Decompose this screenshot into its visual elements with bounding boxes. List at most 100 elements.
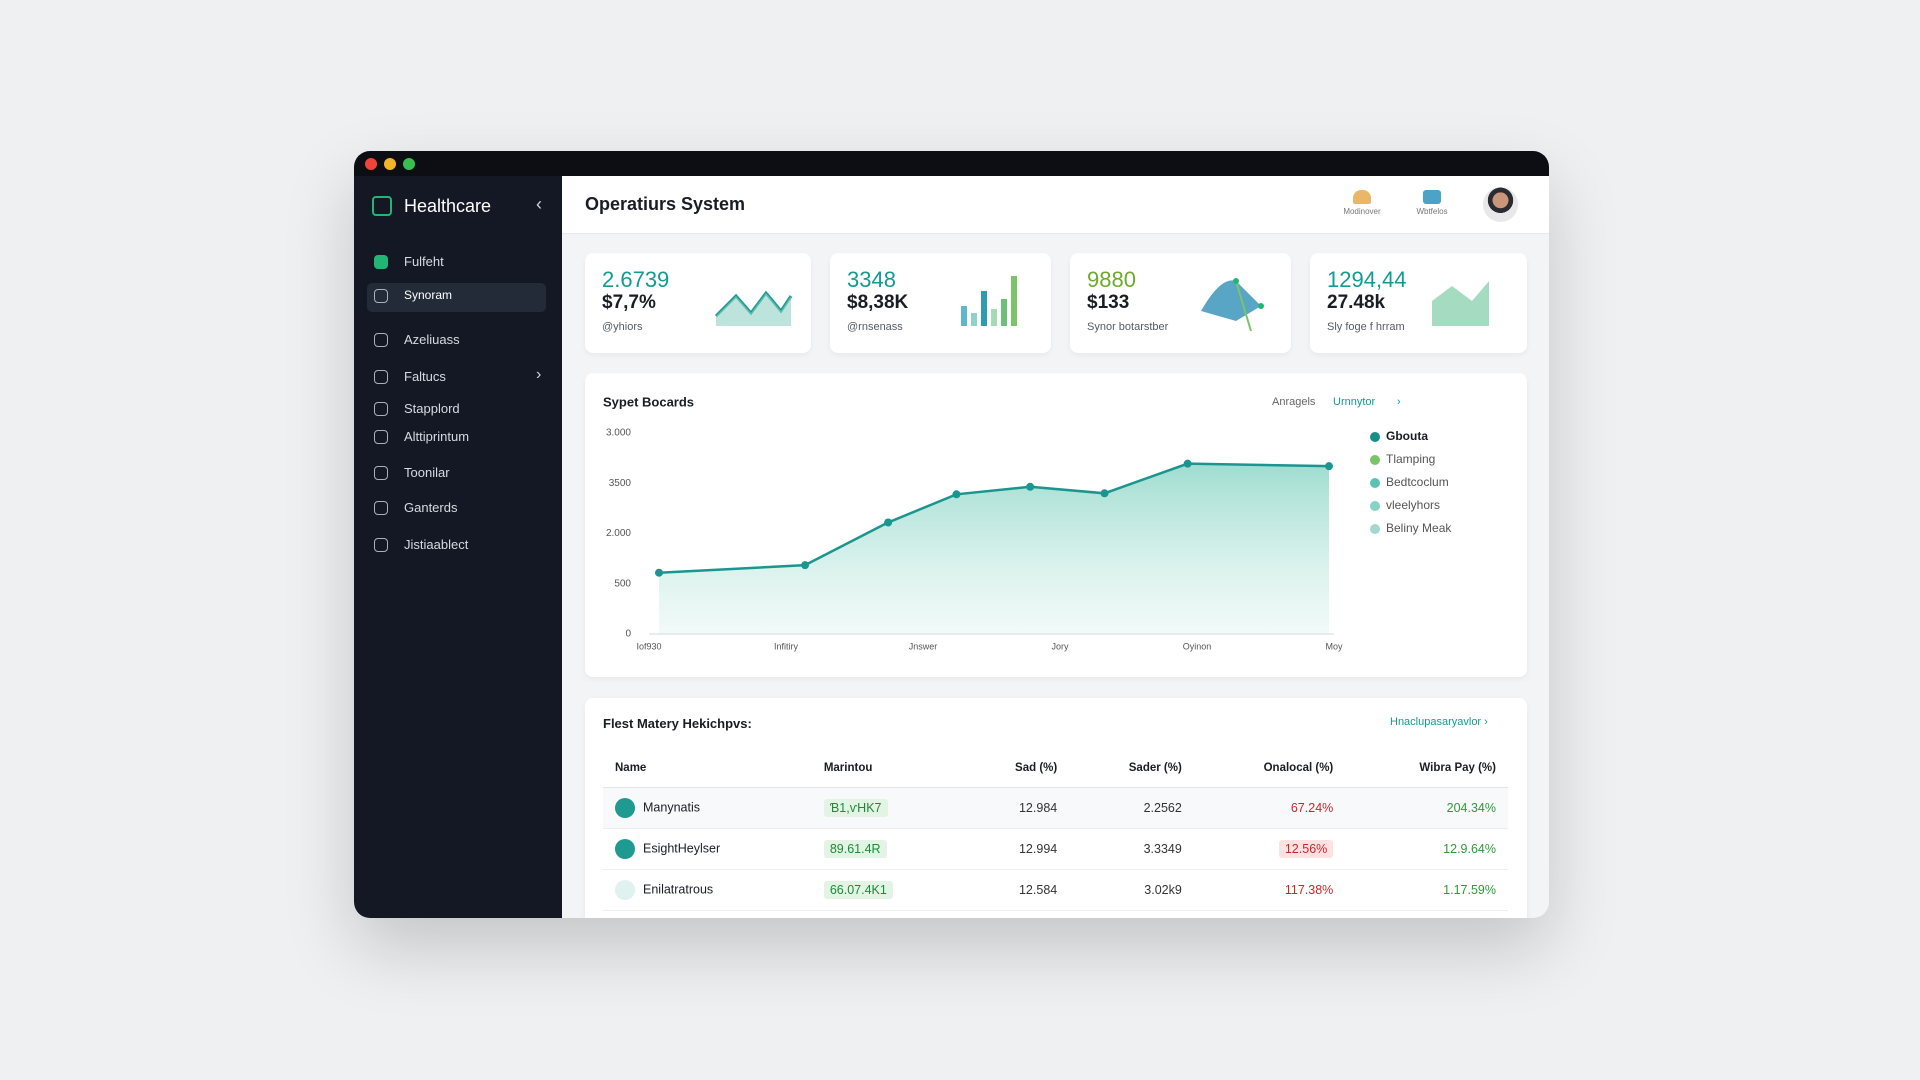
cell-text: 12.9.64% [1443,841,1496,856]
kpi-subvalue: $133 [1087,292,1130,313]
y-axis-label: 2.000 [606,528,631,539]
legend-label[interactable]: Gbouta [1386,429,1428,443]
chevron: › [1397,396,1401,408]
link-text[interactable]: Hnaclupasaryavlor [1390,716,1482,728]
legend-label[interactable]: Beliny Meak [1386,521,1452,535]
nav-item[interactable]: Ganterds [404,500,458,515]
x-axis-label: Infitiry [774,641,799,651]
table-cell: 12.56% [1194,828,1345,869]
table-cell: 117.38% [1194,869,1345,910]
nav-icon [374,466,388,480]
table-row[interactable]: Enilatratrous 66.07.4K1 12.584 3.02k9 117.38… [603,869,1508,910]
kpi-subvalue: 27.48k [1327,292,1386,313]
chart-panel: Sypet Bocards Anragels Urnnytor › 3.000 3… [585,373,1527,677]
x-axis-label: Iof930 [636,641,661,651]
close-button[interactable] [365,158,377,170]
table-cell: Ɓ1,ⱱHK7 [812,787,962,828]
chart-link[interactable]: Urnnytor [1333,396,1376,408]
icon-button[interactable]: Wbtfelos [1412,190,1452,216]
row-icon [615,879,635,900]
kpi-label: Synor botarstber [1087,321,1169,333]
nav-item[interactable]: Synoram [404,288,453,302]
y-axis-label: 0 [625,629,631,640]
table-cell: 12.994 [962,828,1069,869]
point [655,568,663,577]
nav-icon [374,538,388,552]
table-cell: 89.61.4R [812,828,962,869]
table-cell: EsightHeylser [603,828,812,869]
nav-item[interactable]: Stapplord [404,401,460,416]
cell-text: 2.2562 [1143,800,1182,815]
table-row[interactable]: Manynatis Ɓ1,ⱱHK7 12.984 2.2562 67.24% 204.34… [603,787,1508,828]
y-axis-label: 3.000 [606,428,631,439]
nav-icon [374,430,388,444]
row-icon [615,838,635,859]
nav-item[interactable]: Fulfeht [404,254,444,269]
legend-label[interactable]: vleelyhors [1386,498,1440,512]
line [658,462,1330,574]
table-cell: 204.34% [1345,787,1508,828]
table-cell: 67.24% [1194,787,1345,828]
top-header: Operatiurs System Modinover Wbtfelos [562,176,1549,234]
collapse-button[interactable]: ‹ [536,194,542,214]
chart-title: Sypet Bocards [603,394,694,409]
nav-item[interactable]: Jistiaablect [404,537,469,552]
cell-text: 12.56% [1278,839,1334,858]
cell-text: 117.38% [1284,882,1334,897]
cell-text: 3.02k9 [1144,882,1182,897]
kpi-sparkline [714,290,793,326]
brand: Healthcare [404,196,492,216]
column-header: Sader (%) [1128,762,1182,775]
table-cell: 1.17.59% [1345,869,1508,910]
nav-icon [374,501,388,515]
sidebar: Healthcare ‹ Fulfeht Synoram Azeliuass Falt… [354,176,562,918]
page-title: Operatiurs System [585,194,746,214]
cell-text: 12.584 [1018,882,1058,897]
kpi-value: 2.6739 [602,267,670,292]
point [884,518,893,527]
table-cell: Enilatratrous [603,869,812,910]
logo [372,196,392,216]
kpi-label: @rnsenass [847,321,903,333]
app-window: Healthcare ‹ Fulfeht Synoram Azeliuass Falt… [354,151,1549,918]
legend-label[interactable]: Bedtcoclum [1386,475,1449,489]
cell-text: 12.994 [1018,841,1058,856]
legend-swatch [1370,478,1380,488]
nav-item[interactable]: Azeliuass [404,332,460,347]
nav-item[interactable]: Alttiprintum [404,429,470,444]
legend-label[interactable]: Tlamping [1386,452,1435,466]
icon-label: Modinover [1343,207,1381,216]
maximize-button[interactable] [403,158,415,170]
kpi-value: 9880 [1087,267,1136,292]
chevron: › [536,366,542,383]
nav-active-bg [367,283,546,312]
table-cell: 3.3349 [1069,828,1194,869]
icon-button[interactable]: Modinover [1342,190,1382,216]
table-panel: Flest Matery Hekichpvs: Hnaclupasaryavlo… [585,698,1527,918]
header-row: Name Marintou Sad (%) Sader (%) Onalocal (%)… [603,750,1508,787]
x-axis-label: Jnswer [909,641,938,651]
legend-swatch [1370,455,1380,465]
table-row[interactable]: EsightHeylser 89.61.4R 12.994 3.3349 12.56% 1… [603,828,1508,869]
cell-text: 66.07.4K1 [823,880,893,899]
table-link[interactable]: Hnaclupasaryavlor › [1390,716,1488,728]
chart-link[interactable]: Anragels [1272,396,1316,408]
y-axis-label: 3500 [609,478,632,489]
kpi-card: 1294,44 27.48k Sly foge f hrram [1310,253,1527,353]
table-title: Flest Matery Hekichpvs: [603,716,752,731]
kpi-value: 3348 [847,267,896,292]
table-cell: Manynatis [603,787,812,828]
kpi-card: 3348 $8,38K @rnsenass [830,253,1051,353]
x-axis-label: Jory [1051,641,1069,651]
point [952,490,961,499]
icon-label: Wbtfelos [1416,207,1448,216]
cell-text: 12.984 [1018,800,1058,815]
nav-item[interactable]: Toonilar [404,465,450,480]
x-axis-label: Moy [1325,641,1343,651]
nav-item[interactable]: Faltucs [404,369,446,384]
kpi-card: 2.6739 $7,7% @yhiors [585,253,811,353]
minimize-button[interactable] [384,158,396,170]
x-axis-label: Oyinon [1183,641,1212,651]
avatar[interactable] [1483,187,1518,222]
cell-text: Ɓ1,ⱱHK7 [823,798,888,817]
